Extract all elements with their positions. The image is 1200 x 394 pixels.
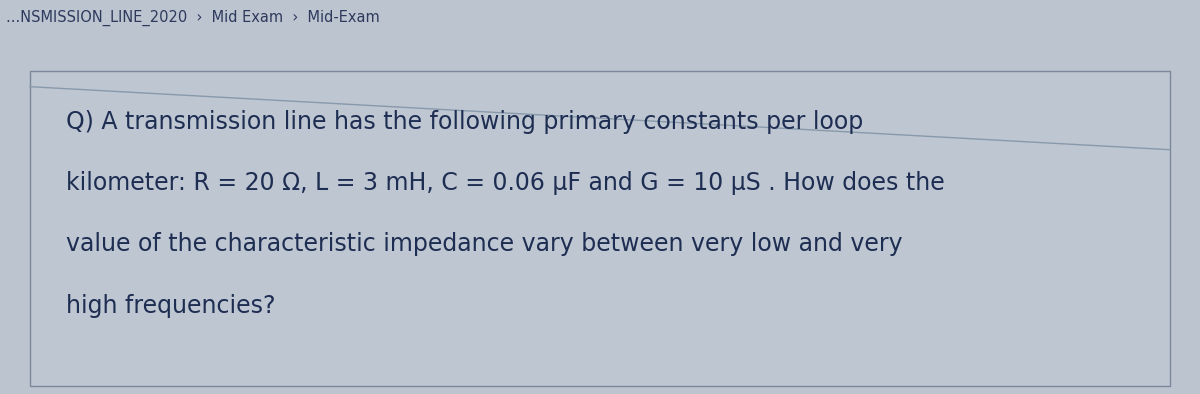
Text: high frequencies?: high frequencies? [66, 294, 276, 318]
Text: kilometer: R = 20 Ω, L = 3 mH, C = 0.06 μF and G = 10 μS . How does the: kilometer: R = 20 Ω, L = 3 mH, C = 0.06 … [66, 171, 944, 195]
Text: ...NSMISSION_LINE_2020  ›  Mid Exam  ›  Mid-Exam: ...NSMISSION_LINE_2020 › Mid Exam › Mid-… [6, 10, 379, 26]
Text: value of the characteristic impedance vary between very low and very: value of the characteristic impedance va… [66, 232, 902, 256]
FancyBboxPatch shape [30, 71, 1170, 386]
Text: Q) A transmission line has the following primary constants per loop: Q) A transmission line has the following… [66, 110, 863, 134]
